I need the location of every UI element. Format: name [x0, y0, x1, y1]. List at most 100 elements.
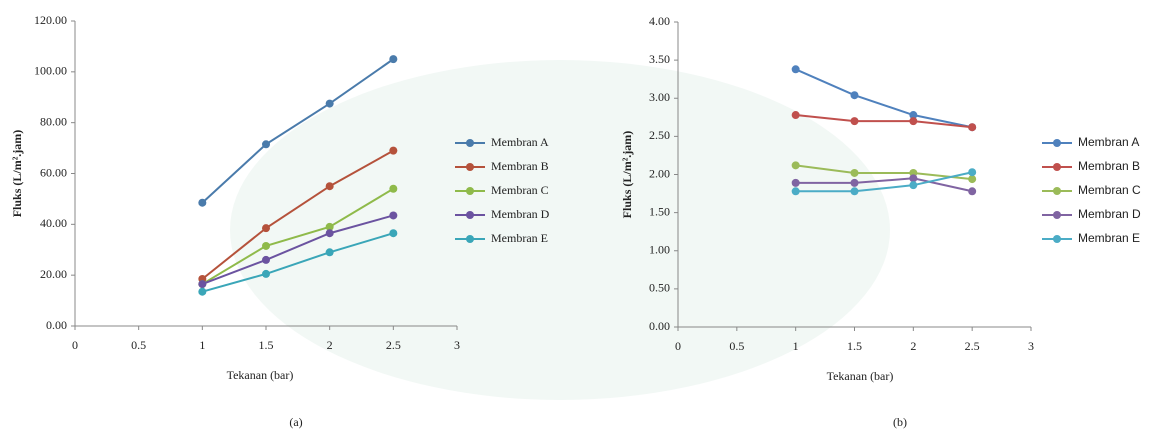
- y-tick-label: 0.00: [649, 319, 670, 333]
- data-point: [909, 181, 918, 190]
- x-tick-label: 2.5: [386, 338, 401, 352]
- x-tick-label: 2.5: [965, 339, 980, 353]
- legend-label: Membran E: [1078, 231, 1140, 245]
- legend-label: Membran B: [491, 159, 549, 173]
- legend-marker: [466, 235, 474, 243]
- data-point: [850, 117, 859, 126]
- data-point: [850, 178, 859, 187]
- data-point: [198, 287, 207, 296]
- y-tick-label: 0.50: [649, 281, 670, 295]
- legend-marker: [1053, 139, 1061, 147]
- data-point: [262, 255, 270, 264]
- y-tick-label: 1.50: [649, 204, 670, 218]
- data-point: [325, 248, 334, 257]
- legend-label: Membran E: [491, 231, 548, 245]
- series-line: [795, 164, 973, 181]
- y-axis-label: Fluks (L/m².jam): [10, 130, 24, 218]
- y-tick-label: 80.00: [40, 114, 67, 128]
- data-point: [968, 168, 977, 177]
- data-point: [791, 111, 800, 120]
- legend-marker: [466, 163, 474, 171]
- watermark: [230, 60, 890, 400]
- data-point: [262, 269, 270, 278]
- data-point: [325, 222, 334, 231]
- data-point: [389, 55, 398, 64]
- x-tick-label: 2: [327, 338, 333, 352]
- x-axis-label: Tekanan (bar): [827, 369, 894, 383]
- legend-label: Membran D: [491, 207, 550, 221]
- series-line: [795, 68, 973, 129]
- x-tick-label: 0.5: [729, 339, 744, 353]
- series-line: [795, 171, 973, 193]
- legend-marker: [466, 211, 474, 219]
- x-tick-label: 0: [675, 339, 681, 353]
- series-line: [202, 232, 394, 293]
- x-tick-label: 0.5: [131, 338, 146, 352]
- data-point: [198, 280, 207, 289]
- x-axis-label: Tekanan (bar): [227, 368, 294, 382]
- x-tick-label: 2: [910, 339, 916, 353]
- data-point: [262, 224, 270, 233]
- legend-label: Membran C: [1078, 183, 1141, 197]
- legend-marker: [1053, 187, 1061, 195]
- data-point: [389, 184, 398, 193]
- legend-label: Membran D: [1078, 207, 1141, 221]
- legend-marker: [466, 139, 474, 147]
- data-point: [325, 182, 334, 191]
- legend-marker: [466, 187, 474, 195]
- caption: (a): [289, 415, 302, 429]
- x-tick-label: 3: [1028, 339, 1034, 353]
- data-point: [850, 91, 859, 100]
- y-tick-label: 3.50: [649, 52, 670, 66]
- caption: (b): [893, 415, 907, 429]
- x-tick-label: 1: [199, 338, 205, 352]
- y-tick-label: 40.00: [40, 216, 67, 230]
- data-point: [791, 65, 800, 74]
- data-point: [909, 174, 918, 183]
- x-tick-label: 1.5: [847, 339, 862, 353]
- legend-label: Membran B: [1078, 159, 1140, 173]
- data-point: [389, 146, 398, 155]
- y-tick-label: 4.00: [649, 14, 670, 28]
- legend-marker: [1053, 163, 1061, 171]
- y-tick-label: 1.00: [649, 243, 670, 257]
- y-tick-label: 0.00: [46, 318, 67, 332]
- x-tick-label: 1.5: [259, 338, 274, 352]
- x-tick-label: 1: [793, 339, 799, 353]
- data-point: [791, 161, 800, 170]
- series-line: [795, 177, 973, 193]
- series-line: [201, 214, 394, 285]
- data-point: [198, 198, 207, 207]
- data-point: [968, 187, 977, 196]
- y-tick-label: 60.00: [40, 165, 67, 179]
- y-axis-label: Fluks (L/m².jam): [620, 131, 634, 219]
- y-tick-label: 2.00: [649, 166, 670, 180]
- data-point: [968, 175, 977, 184]
- data-point: [389, 211, 398, 220]
- data-point: [262, 241, 270, 250]
- data-point: [325, 99, 334, 108]
- legend-label: Membran A: [491, 135, 549, 149]
- series-line: [201, 187, 394, 285]
- y-tick-label: 3.00: [649, 90, 670, 104]
- data-point: [791, 187, 800, 196]
- data-point: [389, 229, 398, 238]
- data-point: [909, 111, 918, 120]
- legend-label: Membran C: [491, 183, 549, 197]
- data-point: [850, 187, 859, 196]
- legend-marker: [1053, 211, 1061, 219]
- series-line: [201, 58, 394, 204]
- x-tick-label: 3: [454, 338, 460, 352]
- y-tick-label: 20.00: [40, 267, 67, 281]
- data-point: [791, 178, 800, 187]
- x-tick-label: 0: [72, 338, 78, 352]
- series-line: [201, 149, 394, 280]
- legend-label: Membran A: [1078, 135, 1139, 149]
- data-point: [909, 117, 918, 126]
- data-point: [850, 168, 859, 177]
- data-point: [325, 229, 334, 238]
- data-point: [968, 123, 977, 132]
- y-tick-label: 2.50: [649, 128, 670, 142]
- series-line: [795, 114, 973, 129]
